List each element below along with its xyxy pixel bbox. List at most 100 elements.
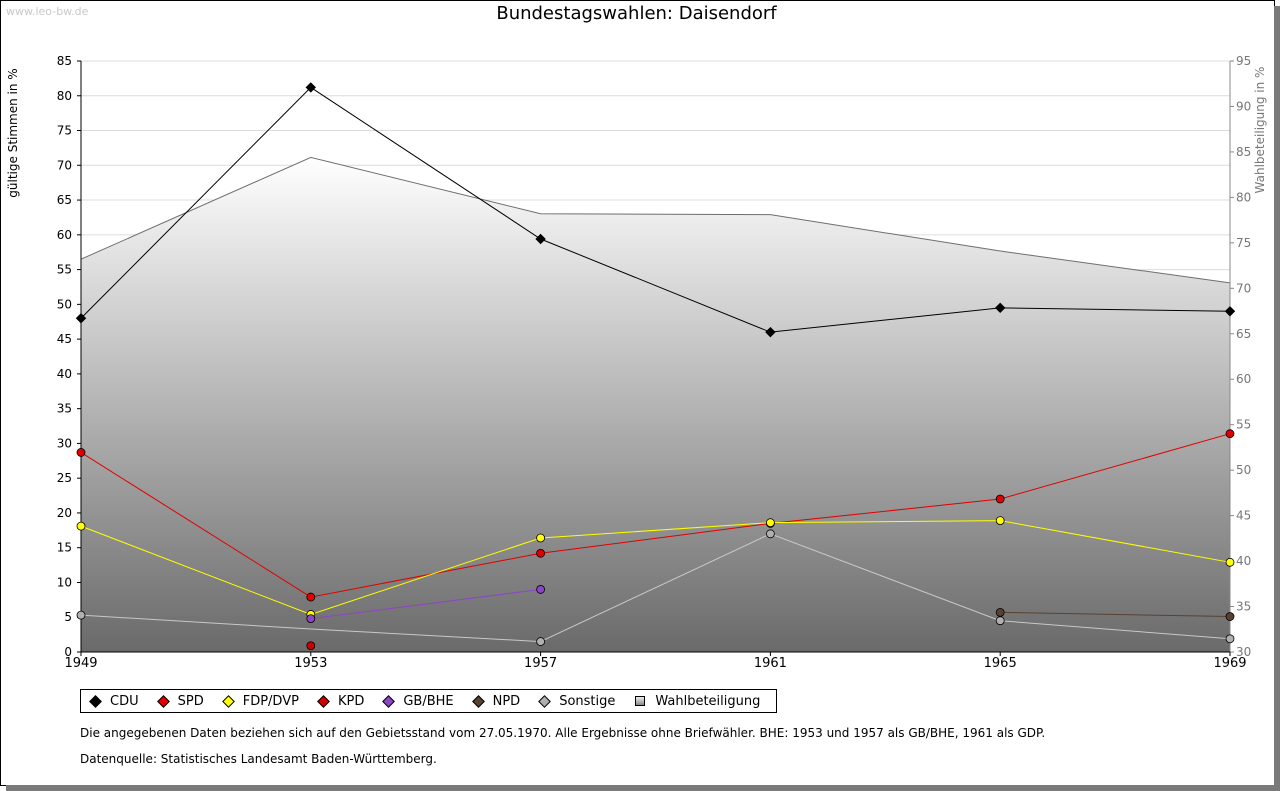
point-gb-bhe bbox=[306, 614, 316, 624]
legend-marker-fdp-dvp bbox=[221, 694, 235, 708]
y-tick-label: 85 bbox=[57, 54, 72, 68]
y-tick-label: 15 bbox=[57, 541, 72, 555]
legend-label-wahlbeteiligung: Wahlbeteiligung bbox=[655, 693, 761, 709]
series-line-sonstige bbox=[80, 533, 1231, 643]
chart-svg: 0 5 10 15 20 25 30 35 40 45 50 55 60 65 70 75 80 85 30 35 40… bbox=[6, 54, 1267, 671]
y2-tick-label: 35 bbox=[1236, 600, 1251, 614]
point-spd bbox=[1225, 429, 1235, 439]
point-spd bbox=[536, 548, 545, 558]
y-tick-label: 65 bbox=[57, 193, 72, 207]
legend-item-spd[interactable]: SPD bbox=[156, 693, 204, 709]
x-tick-label: 1949 bbox=[64, 656, 97, 671]
point-fdp-dvp bbox=[76, 521, 86, 531]
legend-item-gb-bhe[interactable]: GB/BHE bbox=[382, 693, 454, 709]
legend-marker-cdu bbox=[89, 694, 102, 708]
y-tick-label: 35 bbox=[57, 402, 72, 416]
legend-marker-spd bbox=[156, 694, 170, 708]
legend-swatch-wahlbeteiligung bbox=[635, 696, 646, 706]
point-npd bbox=[1225, 612, 1235, 621]
data-source: Datenquelle: Statistisches Landesamt Bad… bbox=[80, 752, 437, 766]
y2-tick-label: 95 bbox=[1236, 54, 1251, 68]
y2-tick-label: 40 bbox=[1236, 554, 1251, 568]
y-tick-label: 80 bbox=[57, 89, 72, 103]
series-line-gb-bhe bbox=[310, 588, 541, 620]
series-line-npd bbox=[1000, 611, 1231, 618]
legend-marker-kpd bbox=[317, 694, 330, 708]
point-cdu bbox=[994, 302, 1006, 314]
series-line-fdp-dvp bbox=[80, 520, 1231, 615]
x-tick-label: 1957 bbox=[524, 656, 557, 671]
legend-label-fdp-dvp: FDP/DVP bbox=[242, 693, 299, 709]
point-cdu bbox=[765, 326, 776, 338]
legend-item-kpd[interactable]: KPD bbox=[317, 693, 365, 709]
y-tick-label: 40 bbox=[57, 367, 72, 381]
y-tick-label: 30 bbox=[57, 436, 72, 450]
legend-label-sonstige: Sonstige bbox=[559, 693, 616, 709]
y-tick-label: 0 bbox=[64, 645, 72, 659]
y2-tick-label: 75 bbox=[1236, 236, 1251, 250]
legend-label-kpd: KPD bbox=[337, 693, 365, 709]
x-tick-label: 1961 bbox=[754, 656, 787, 671]
y-tick-label: 50 bbox=[57, 297, 72, 311]
point-fdp-dvp bbox=[995, 516, 1005, 525]
point-fdp-dvp bbox=[1225, 557, 1235, 567]
turnout-area bbox=[81, 157, 1230, 652]
turnout-line bbox=[80, 156, 1231, 284]
point-cdu bbox=[535, 233, 546, 245]
footnote: Die angegebenen Daten beziehen sich auf … bbox=[80, 726, 1046, 740]
y2-tick-label: 65 bbox=[1236, 327, 1251, 341]
y-tick-label: 70 bbox=[57, 158, 72, 172]
point-fdp-dvp bbox=[536, 533, 545, 543]
point-sonstige bbox=[76, 610, 86, 620]
x-tick-label: 1953 bbox=[294, 656, 327, 671]
y2-axis-title: Wahlbeteiligung in % bbox=[1253, 67, 1267, 194]
y-tick-label: 20 bbox=[57, 506, 72, 520]
chart-title: Bundestagswahlen: Daisendorf bbox=[496, 3, 777, 24]
point-npd bbox=[995, 607, 1005, 617]
watermark: www.leo-bw.de bbox=[6, 5, 89, 18]
point-cdu bbox=[1224, 306, 1236, 317]
y2-tick-label: 85 bbox=[1236, 145, 1251, 159]
y2-tick-label: 60 bbox=[1236, 372, 1251, 386]
point-spd bbox=[306, 592, 316, 602]
point-cdu bbox=[305, 82, 317, 93]
legend-marker-gb-bhe bbox=[382, 694, 396, 708]
legend-item-cdu[interactable]: CDU bbox=[89, 693, 139, 709]
y-tick-label: 45 bbox=[57, 332, 72, 346]
y-tick-label: 75 bbox=[57, 124, 72, 138]
x-tick-label: 1965 bbox=[984, 656, 1017, 671]
y-tick-label: 10 bbox=[57, 575, 72, 589]
x-tick-label: 1969 bbox=[1213, 656, 1246, 671]
point-sonstige bbox=[1225, 634, 1235, 644]
series-line-spd bbox=[80, 433, 1231, 598]
legend-item-sonstige[interactable]: Sonstige bbox=[538, 693, 616, 709]
y-tick-label: 55 bbox=[57, 263, 72, 277]
point-spd bbox=[76, 448, 86, 457]
y-axis-title: gültige Stimmen in % bbox=[6, 68, 20, 197]
legend-item-fdp-dvp[interactable]: FDP/DVP bbox=[221, 693, 299, 709]
point-kpd bbox=[306, 641, 316, 651]
y2-tick-label: 70 bbox=[1236, 281, 1251, 295]
point-fdp-dvp bbox=[766, 518, 775, 528]
y-tick-label: 60 bbox=[57, 228, 72, 242]
point-spd bbox=[995, 494, 1005, 504]
legend-label-npd: NPD bbox=[492, 693, 521, 709]
point-gb-bhe bbox=[536, 585, 545, 594]
y2-tick-label: 55 bbox=[1236, 418, 1251, 432]
y2-tick-label: 45 bbox=[1236, 509, 1251, 523]
legend-marker-npd bbox=[471, 694, 485, 708]
y2-tick-label: 80 bbox=[1236, 190, 1251, 204]
legend-label-spd: SPD bbox=[177, 693, 204, 709]
point-sonstige bbox=[995, 616, 1005, 626]
legend-item-npd[interactable]: NPD bbox=[471, 693, 521, 709]
y-tick-label: 25 bbox=[57, 471, 72, 485]
legend-label-gb-bhe: GB/BHE bbox=[403, 693, 454, 709]
point-sonstige bbox=[536, 637, 545, 646]
y2-tick-label: 30 bbox=[1236, 645, 1251, 659]
series-line-cdu bbox=[80, 86, 1231, 333]
legend-item-wahlbeteiligung[interactable]: Wahlbeteiligung bbox=[635, 694, 760, 709]
y-tick-label: 5 bbox=[64, 610, 72, 624]
point-sonstige bbox=[766, 529, 775, 539]
legend-marker-sonstige bbox=[538, 694, 552, 708]
legend-label-cdu: CDU bbox=[110, 693, 139, 709]
